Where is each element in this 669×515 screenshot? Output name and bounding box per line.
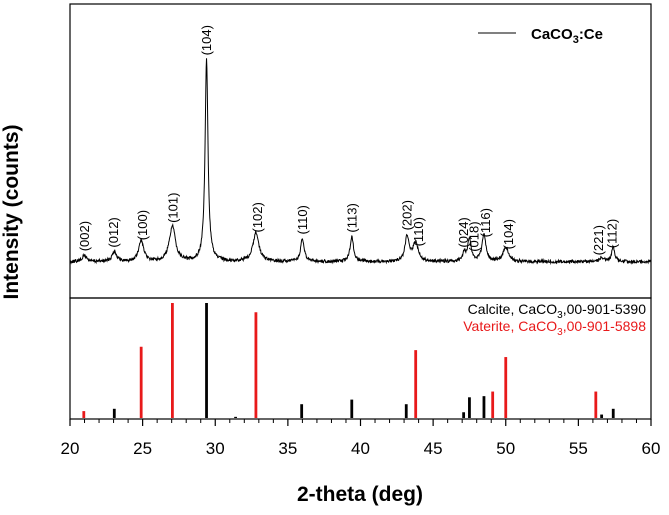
top-panel-frame: [69, 3, 652, 299]
peak-label-13: (104): [501, 219, 516, 249]
legend: CaCO3:Ce: [478, 26, 603, 46]
peak-label-15: (112): [604, 219, 619, 248]
x-tick-label-3: 35: [278, 439, 297, 458]
legend-label-sample: CaCO3:Ce: [531, 26, 603, 46]
peak-label-2: (100): [135, 210, 150, 240]
x-tick-label-5: 45: [424, 439, 443, 458]
peak-label-0: (002): [77, 221, 92, 251]
reference-label-1: Vaterite, CaCO3,00-901-5898: [463, 318, 646, 338]
x-axis-title: 2-theta (deg): [297, 483, 423, 506]
peak-label-11: (018): [466, 221, 481, 251]
x-tick-label-1: 25: [133, 439, 152, 458]
peak-label-7: (113): [344, 203, 359, 232]
peak-label-10: (024): [456, 217, 471, 247]
y-axis-title: Intensity (counts): [0, 124, 23, 299]
peak-label-14: (221): [591, 225, 606, 255]
x-tick-label-8: 60: [642, 439, 661, 458]
peak-label-1: (012): [106, 217, 121, 247]
x-axis: 20 25 30 35 40 45 50 55 60: [61, 419, 661, 458]
peak-label-3: (101): [166, 193, 181, 223]
peak-labels: (002) (012) (100) (101) (104) (102) (110) (113)…: [77, 25, 619, 255]
x-tick-label-2: 30: [206, 439, 225, 458]
series-line-caco3-ce: [69, 58, 652, 266]
peak-label-4: (104): [199, 25, 214, 55]
peak-label-12: (116): [478, 208, 493, 237]
x-tick-label-4: 40: [351, 439, 370, 458]
peak-label-6: (110): [295, 205, 310, 234]
reference-lines: [82, 303, 615, 418]
x-tick-label-0: 20: [61, 439, 80, 458]
x-tick-label-7: 55: [569, 439, 588, 458]
xrd-pattern-panel: (002) (012) (100) (101) (104) (102) (110) (113)…: [69, 3, 652, 299]
peak-label-9: (110): [411, 217, 426, 246]
reference-label-0: Calcite, CaCO3,00-901-5390: [468, 301, 647, 321]
peak-label-5: (102): [250, 202, 265, 232]
peak-label-8: (202): [400, 200, 415, 230]
x-tick-label-6: 50: [496, 439, 515, 458]
